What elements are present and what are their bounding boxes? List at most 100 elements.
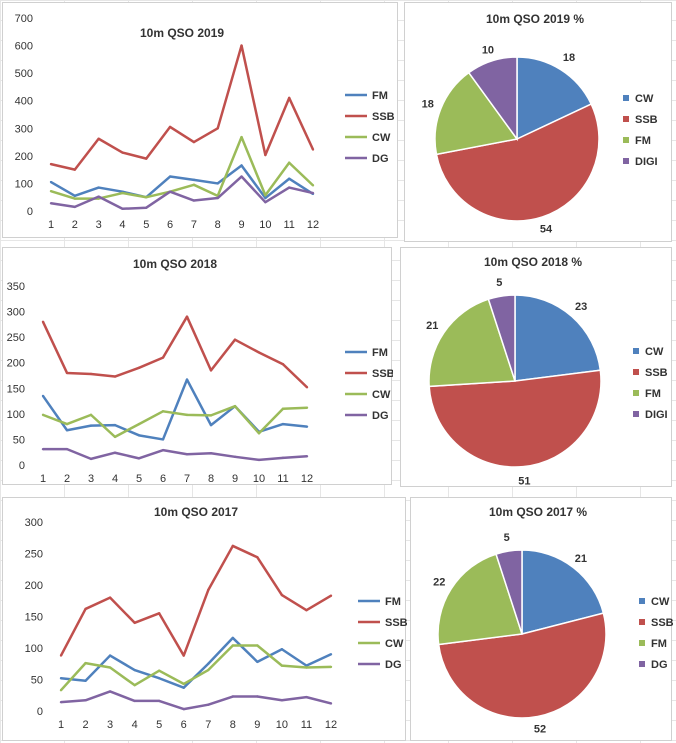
data-point-ssb [168,125,172,129]
data-point-ssb [157,612,161,615]
series-line-cw [42,404,308,439]
y-tick-label: 400 [15,96,33,108]
legend-label-fm: FM [372,347,388,359]
data-point-cw [256,644,259,647]
data-point-fm [113,423,117,427]
pie-slice-fm [434,71,519,156]
y-tick-label: 0 [37,706,43,718]
data-point-fm [157,677,161,680]
data-point-cw [157,669,161,672]
data-point-dg [65,447,69,451]
y-tick-label: 100 [7,409,25,421]
x-tick-label: 5 [156,719,162,731]
pie-slice-dg [495,549,523,635]
data-point-dg [264,200,267,204]
x-tick-label: 2 [82,719,88,731]
y-tick-label: 200 [15,151,33,163]
chart-title: 10m QSO 2017 % [489,505,587,519]
data-point-ssb [311,148,315,151]
series-line-ssb [50,44,315,171]
pie-data-label: 5 [504,532,510,544]
legend-label-ssb: SSB [372,111,395,123]
series-line-ssb [59,544,332,657]
data-point-fm [280,648,284,651]
y-tick-label: 200 [7,358,25,370]
data-point-dg [192,199,196,202]
data-point-cw [49,189,53,193]
data-point-fm [329,653,333,656]
y-tick-label: 600 [15,41,33,53]
data-point-ssb [73,168,77,171]
data-point-ssb [257,351,261,354]
data-point-dg [185,453,189,456]
x-tick-label: 4 [112,473,118,485]
pie-data-label: 23 [575,301,587,313]
y-tick-label: 200 [25,580,43,592]
legend-swatch-ssb [633,369,639,375]
pie-data-label: 5 [496,277,502,289]
data-point-cw [41,413,45,417]
data-point-dg [207,703,210,706]
pie-data-label: 21 [426,320,438,332]
legend-swatch-digi [623,158,629,164]
data-point-dg [113,451,117,454]
legend-label-cw: CW [385,638,404,650]
chart-title: 10m QSO 2018 [133,257,217,271]
x-tick-label: 1 [48,219,54,231]
data-point-cw [305,406,309,409]
pie-slice-fm [428,298,517,388]
data-point-fm [59,677,63,680]
data-point-fm [89,424,93,427]
data-point-ssb [182,654,185,657]
x-tick-label: 3 [96,219,102,231]
y-tick-label: 700 [15,13,33,25]
data-point-ssb [264,153,267,157]
legend-swatch-ssb [639,619,645,625]
pie-slice-digi [467,56,518,142]
data-point-ssb [329,594,333,597]
data-point-fm [65,429,69,432]
data-point-dg [305,695,308,699]
data-point-cw [84,661,87,665]
series-line-cw [60,644,332,692]
y-tick-label: 100 [15,178,33,190]
data-point-ssb [59,654,63,657]
legend-swatch-dg [639,661,645,667]
data-point-cw [329,665,333,669]
data-point-dg [281,456,285,460]
data-point-ssb [207,588,210,592]
x-tick-label: 10 [259,219,271,231]
chart-title: 10m QSO 2019 % [486,12,584,26]
data-point-fm [185,378,189,381]
data-point-dg [49,202,53,205]
data-point-ssb [231,544,235,548]
pie-slice-ssb [435,103,600,222]
data-point-fm [207,662,210,665]
legend-label-digi: DIGI [635,156,658,168]
data-point-fm [256,660,259,664]
x-tick-label: 1 [40,473,46,485]
pie-slice-cw [521,549,605,635]
data-point-dg [108,690,112,693]
data-point-dg [256,695,259,698]
data-point-ssb [305,386,309,389]
data-point-ssb [281,363,285,366]
data-point-dg [168,190,172,193]
x-tick-label: 11 [277,473,288,485]
data-point-fm [231,636,235,640]
x-tick-label: 3 [107,719,113,731]
y-tick-label: 0 [19,460,25,472]
data-point-fm [168,175,172,178]
data-point-cw [287,161,291,164]
series-line-fm [41,378,308,441]
x-tick-label: 7 [191,219,197,231]
data-point-cw [108,666,112,669]
data-point-dg [329,702,333,705]
data-point-fm [182,686,185,689]
data-point-fm [216,182,219,185]
pie-data-label: 52 [534,723,546,735]
x-tick-label: 2 [64,473,70,485]
data-point-cw [280,664,284,667]
